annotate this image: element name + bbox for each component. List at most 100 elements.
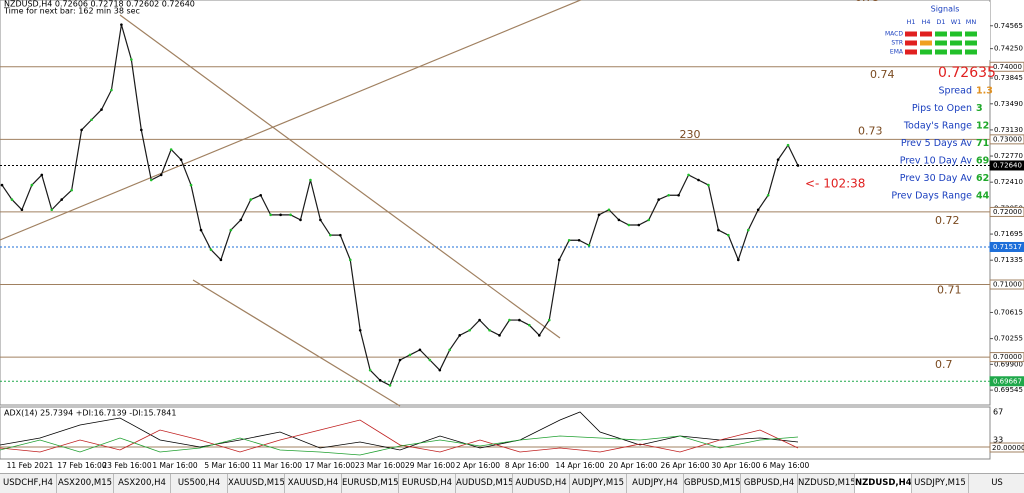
symbol-tab[interactable]: XAUUSD,M15 xyxy=(228,474,285,493)
price-point xyxy=(368,368,372,372)
annotation: 230 xyxy=(680,128,701,141)
info-value: 12 xyxy=(976,121,989,132)
signal-row: MACD xyxy=(885,31,903,38)
signal-column: MN xyxy=(966,18,977,26)
x-tick-label: 20 Apr 16:00 xyxy=(609,461,658,470)
info-value: 44 xyxy=(976,191,990,202)
y-tick-label: 0.69900 xyxy=(994,360,1023,368)
price-point xyxy=(140,128,143,132)
signal-cell xyxy=(950,49,962,55)
x-tick-label: 17 Mar 16:00 xyxy=(305,461,355,470)
signal-column: H4 xyxy=(921,18,930,26)
price-point xyxy=(408,353,412,357)
symbol-tab[interactable]: AUDUSD,H4 xyxy=(513,474,570,493)
price-point xyxy=(707,183,710,187)
price-point xyxy=(577,238,581,242)
x-tick-label: 23 Feb 16:00 xyxy=(102,461,151,470)
price-point xyxy=(70,188,73,192)
info-label: Prev 10 Day Av xyxy=(900,156,973,167)
symbol-tab[interactable]: US xyxy=(969,474,1024,493)
signal-cell xyxy=(920,40,932,46)
y-tick-label: 0.70255 xyxy=(994,335,1023,343)
signal-cell xyxy=(905,49,917,55)
price-point xyxy=(309,178,312,182)
bar-timer: Time for next bar: 162 min 38 sec xyxy=(3,7,140,16)
symbol-tab[interactable]: AUDUSD,M15 xyxy=(456,474,513,493)
symbol-tab[interactable]: EURUSD,M15 xyxy=(342,474,399,493)
minus-di xyxy=(0,419,799,453)
signal-cell xyxy=(935,49,947,55)
symbol-tab[interactable]: AUDJPY,M15 xyxy=(570,474,627,493)
price-point xyxy=(478,318,481,322)
main-panel xyxy=(0,0,991,406)
price-point xyxy=(597,213,601,217)
symbol-header: NZDUSD,H4 0.72606 0.72718 0.72602 0.7264… xyxy=(4,0,195,9)
price-point xyxy=(0,183,4,187)
level-label: 0.72 xyxy=(935,214,960,227)
price-tag-label: 0.70000 xyxy=(993,353,1022,361)
price-tag xyxy=(989,206,1024,217)
y-tick-label: 0.71695 xyxy=(994,230,1023,238)
price-point xyxy=(756,208,760,212)
y-tick-label: 0.71335 xyxy=(994,256,1023,264)
price-point xyxy=(130,58,133,61)
price-point xyxy=(229,228,233,232)
signal-cell xyxy=(950,40,962,46)
price-point xyxy=(567,238,571,242)
symbol-tab[interactable]: NZDUSD,H4 xyxy=(855,474,912,493)
y-tick-label: 0.70615 xyxy=(994,308,1023,316)
price-point xyxy=(319,218,322,222)
price-point xyxy=(518,318,521,322)
symbol-tab[interactable]: ASX200,M15 xyxy=(57,474,114,493)
info-value: 3 xyxy=(976,103,983,114)
level-label: 0.71 xyxy=(937,284,962,297)
price-point xyxy=(269,213,272,217)
adx-panel xyxy=(0,406,991,460)
info-label: Prev Days Range xyxy=(891,191,972,202)
price-point xyxy=(149,178,153,182)
trend-line xyxy=(0,0,583,241)
price-tag-label: 0.71517 xyxy=(993,243,1022,251)
price-point xyxy=(677,193,680,197)
price-point xyxy=(358,328,362,332)
signal-column: D1 xyxy=(936,18,945,26)
symbol-tab[interactable]: AUDJPY,H4 xyxy=(627,474,684,493)
symbol-tab[interactable]: NZDUSD,M15 xyxy=(798,474,855,493)
signal-cell xyxy=(905,31,917,37)
symbol-tab[interactable]: GBPUSD,H4 xyxy=(741,474,798,493)
price-point xyxy=(498,334,501,337)
y-tick-label: 0.69545 xyxy=(994,386,1023,394)
symbol-tab[interactable]: EURUSD,H4 xyxy=(399,474,456,493)
symbol-tab[interactable]: XAUUSD,H4 xyxy=(285,474,342,493)
symbol-tab[interactable]: ASX200,H4 xyxy=(114,474,171,493)
price-tag xyxy=(989,134,1024,145)
price-tag xyxy=(989,61,1024,72)
tab-bar: USDCHF,H4 ASX200,M15 ASX200,H4 US500,H4 XAUU… xyxy=(0,473,1024,493)
symbol-tab[interactable]: GBPUSD,M15 xyxy=(684,474,741,493)
info-value: 62 xyxy=(976,173,989,184)
price-point xyxy=(219,258,223,262)
price-point xyxy=(239,218,243,222)
signal-cell xyxy=(935,40,947,46)
price-point xyxy=(607,208,611,212)
price-point xyxy=(697,178,700,182)
symbol-tab[interactable]: USDCHF,H4 xyxy=(0,474,57,493)
y-tick-label: 0.74250 xyxy=(994,45,1023,53)
x-tick-label: 8 Apr 16:00 xyxy=(505,461,549,470)
price-point xyxy=(448,348,452,352)
price-point xyxy=(508,318,511,322)
price-point xyxy=(348,258,352,262)
price-point xyxy=(378,379,382,382)
price-point xyxy=(418,348,422,352)
symbol-tab[interactable]: US500,H4 xyxy=(171,474,228,493)
symbol-tab[interactable]: USDJPY,M15 xyxy=(912,474,969,493)
price-point xyxy=(339,233,342,237)
info-value: 69 xyxy=(976,156,989,167)
price-point xyxy=(189,183,193,187)
x-tick-label: 29 Mar 16:00 xyxy=(405,461,455,470)
signal-column: H1 xyxy=(906,18,915,26)
price-point xyxy=(80,128,83,132)
price-point xyxy=(538,334,541,337)
x-tick-label: 1 Mar 16:00 xyxy=(152,461,198,470)
